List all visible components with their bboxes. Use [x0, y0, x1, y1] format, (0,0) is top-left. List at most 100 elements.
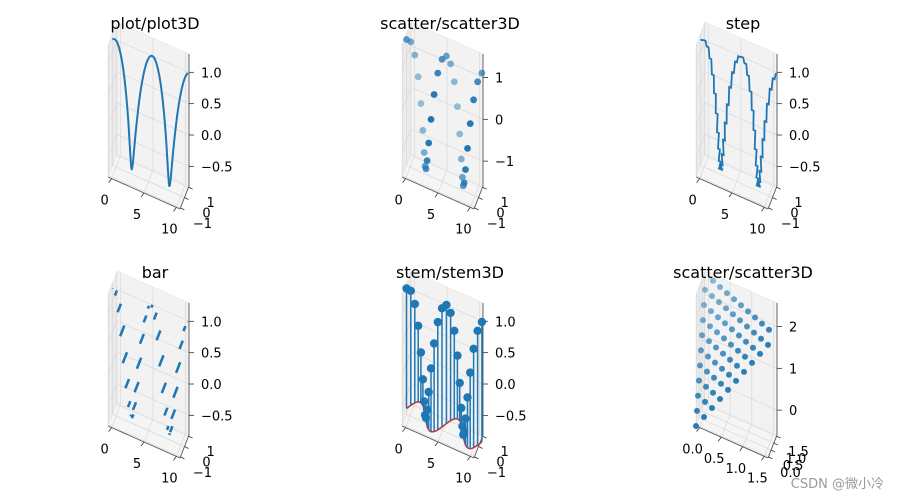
scatter-point: [729, 326, 735, 333]
grid-line-y: [701, 279, 775, 444]
scatter-point: [766, 326, 772, 333]
stem-marker: [457, 403, 466, 413]
y-tick-label: 0.0: [780, 466, 801, 481]
x-tick-mark: [467, 207, 471, 212]
scatter-point: [696, 377, 702, 384]
x-tick-label: 5: [133, 208, 141, 223]
bar-mark: [160, 382, 167, 394]
scatter-point: [417, 100, 425, 107]
z-tick-label: 0.5: [495, 347, 516, 362]
z-tick-label: 1: [789, 362, 797, 377]
scatter-point: [752, 314, 758, 321]
bar-mark: [170, 409, 177, 420]
scatter-point: [734, 362, 740, 369]
scatter-point: [478, 69, 486, 77]
x-tick-label: 1.5: [747, 471, 768, 486]
stem-marker: [426, 364, 436, 373]
watermark: CSDN @微小冷: [790, 477, 884, 492]
grid-line-z: [107, 288, 190, 322]
x-tick-mark: [434, 441, 439, 447]
z-tick-label: −0.5: [789, 160, 821, 175]
z-tick-label: 0.5: [201, 98, 222, 113]
bar-mark: [163, 407, 169, 417]
stem-marker: [473, 326, 482, 335]
grid-line-y: [698, 285, 772, 451]
y-tick-mark: [773, 442, 779, 446]
scatter-point: [702, 286, 708, 293]
subplot-2: scatter/scatter3D: [380, 14, 520, 33]
scatter-point: [758, 335, 764, 342]
z-tick-label: 0.5: [789, 98, 810, 113]
scatter-point: [751, 329, 757, 336]
scatter-point: [474, 78, 481, 86]
grid-line-x: [111, 23, 121, 179]
y-tick-label: −1: [193, 217, 212, 232]
scatter-point: [470, 96, 477, 104]
y-tick-label: 0: [202, 207, 210, 222]
grid-line-x: [764, 52, 774, 208]
stem-marker: [414, 321, 423, 330]
y-tick-label: 0: [790, 207, 798, 222]
scatter-point: [731, 296, 737, 303]
x-tick-label: 5: [721, 208, 729, 223]
y-tick-mark: [478, 446, 483, 449]
scatter-point: [725, 386, 731, 393]
grid-line-x: [742, 291, 753, 447]
bar-mark: [135, 357, 143, 370]
scatter-point: [460, 179, 468, 187]
grid-line-x: [176, 52, 186, 208]
scatter-point: [749, 359, 755, 366]
scatter-point: [745, 308, 751, 315]
grid-line-z: [107, 382, 190, 416]
stem-marker: [420, 397, 429, 406]
scatter-point: [742, 353, 748, 360]
y-axis-line: [767, 434, 778, 459]
x-tick-mark: [108, 427, 112, 432]
z-tick-label: 0.0: [201, 378, 222, 393]
scatter-point: [709, 293, 715, 299]
stem-marker: [446, 308, 455, 318]
z-tick-label: −0.5: [201, 409, 233, 424]
grid-line-z: [107, 320, 190, 354]
y-tick-mark: [482, 435, 487, 439]
scatter-point: [710, 277, 716, 284]
scatter-point: [693, 423, 699, 429]
scatter-point: [759, 320, 765, 327]
grid-line-y: [108, 43, 181, 209]
bar-mark: [158, 354, 165, 367]
scatter-point: [423, 157, 431, 165]
scatter-point: [414, 73, 422, 81]
stem-marker: [453, 351, 462, 360]
bar-mark: [138, 333, 145, 345]
y-tick-mark: [184, 197, 189, 200]
grid-line-z: [107, 133, 190, 167]
grid-line-z: [107, 71, 190, 105]
bar-mark: [121, 351, 129, 364]
stem-marker: [410, 299, 419, 309]
y-tick-mark: [474, 456, 479, 460]
scatter-point: [698, 347, 704, 354]
x-tick-mark: [717, 436, 722, 442]
stem-marker: [422, 405, 432, 414]
x-tick-label: 0: [100, 194, 108, 209]
z-tick-label: −1: [495, 155, 514, 170]
scatter-point: [466, 120, 474, 127]
grid-line-y: [108, 292, 181, 458]
bar-mark: [146, 305, 151, 310]
bar-mark: [182, 325, 187, 332]
grid-line-x: [143, 38, 154, 194]
scatter-point: [701, 414, 707, 420]
scatter-point: [456, 130, 464, 138]
x-tick-mark: [140, 441, 145, 447]
y-tick-mark: [180, 456, 185, 460]
x-tick-mark: [108, 178, 112, 183]
z-tick-label: 0: [495, 113, 503, 128]
scatter-point: [744, 323, 750, 330]
stem-marker: [466, 368, 475, 377]
scatter-point: [464, 145, 471, 152]
x-tick-mark: [467, 456, 471, 461]
bar-mark: [111, 287, 114, 290]
